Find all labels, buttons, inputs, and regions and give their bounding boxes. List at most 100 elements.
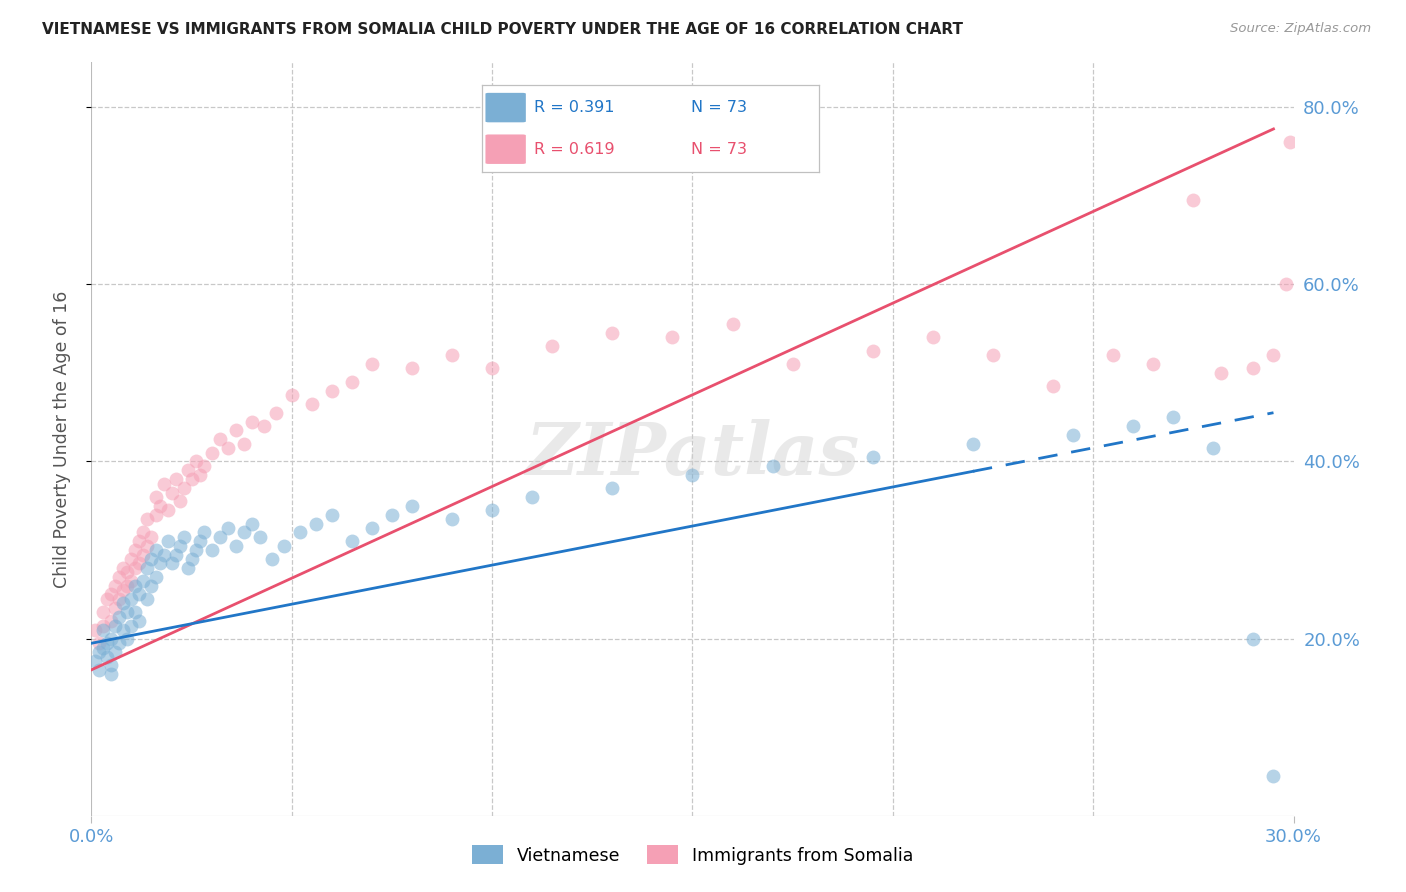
- Point: [249, 530, 271, 544]
- Point: [112, 561, 135, 575]
- Point: [721, 317, 744, 331]
- Point: [1122, 419, 1144, 434]
- Point: [201, 445, 224, 459]
- Point: [681, 467, 703, 482]
- Point: [321, 384, 343, 398]
- Point: [160, 557, 183, 571]
- Point: [188, 467, 211, 482]
- Point: [184, 454, 207, 468]
- Point: [208, 433, 231, 447]
- Point: [180, 552, 202, 566]
- Point: [1142, 357, 1164, 371]
- Point: [1263, 769, 1285, 783]
- Text: VIETNAMESE VS IMMIGRANTS FROM SOMALIA CHILD POVERTY UNDER THE AGE OF 16 CORRELAT: VIETNAMESE VS IMMIGRANTS FROM SOMALIA CH…: [42, 22, 963, 37]
- Point: [340, 375, 363, 389]
- Point: [401, 499, 423, 513]
- Point: [1182, 193, 1205, 207]
- Point: [232, 436, 254, 450]
- Point: [762, 458, 785, 473]
- Point: [225, 424, 247, 438]
- Point: [922, 330, 945, 344]
- Point: [169, 494, 191, 508]
- Point: [141, 530, 163, 544]
- Point: [96, 636, 118, 650]
- Point: [112, 596, 135, 610]
- Point: [136, 539, 159, 553]
- Point: [184, 543, 207, 558]
- Point: [128, 587, 150, 601]
- Point: [360, 357, 382, 371]
- Point: [128, 557, 150, 571]
- Point: [117, 632, 139, 646]
- Point: [401, 361, 423, 376]
- Point: [1274, 277, 1296, 292]
- Point: [522, 490, 544, 504]
- Point: [89, 645, 111, 659]
- Point: [1243, 632, 1265, 646]
- Point: [173, 530, 195, 544]
- Point: [281, 388, 304, 402]
- Point: [440, 348, 463, 362]
- Point: [112, 583, 135, 598]
- Point: [124, 543, 146, 558]
- Point: [152, 548, 174, 562]
- Point: [225, 539, 247, 553]
- Point: [1042, 379, 1064, 393]
- Point: [136, 591, 159, 606]
- Point: [136, 512, 159, 526]
- Point: [381, 508, 404, 522]
- Point: [253, 419, 276, 434]
- Point: [121, 591, 143, 606]
- Point: [240, 516, 263, 531]
- Point: [1278, 135, 1301, 149]
- Point: [169, 539, 191, 553]
- Point: [264, 406, 287, 420]
- Point: [104, 618, 127, 632]
- Point: [1062, 428, 1084, 442]
- Point: [188, 534, 211, 549]
- Point: [128, 534, 150, 549]
- Point: [981, 348, 1004, 362]
- Point: [193, 458, 215, 473]
- Point: [89, 636, 111, 650]
- Point: [93, 640, 115, 655]
- Point: [117, 579, 139, 593]
- Point: [84, 654, 107, 668]
- Point: [112, 623, 135, 637]
- Point: [440, 512, 463, 526]
- Point: [1211, 366, 1233, 380]
- Point: [108, 570, 131, 584]
- Point: [124, 561, 146, 575]
- Point: [481, 503, 503, 517]
- Point: [360, 521, 382, 535]
- Point: [176, 561, 198, 575]
- Point: [340, 534, 363, 549]
- Point: [288, 525, 311, 540]
- Point: [208, 530, 231, 544]
- Point: [180, 472, 202, 486]
- Point: [301, 397, 323, 411]
- Point: [305, 516, 328, 531]
- Point: [93, 623, 115, 637]
- Point: [160, 485, 183, 500]
- Point: [602, 326, 624, 340]
- Point: [100, 658, 122, 673]
- Point: [541, 339, 564, 353]
- Point: [96, 591, 118, 606]
- Point: [1102, 348, 1125, 362]
- Point: [124, 579, 146, 593]
- Point: [100, 667, 122, 681]
- Point: [176, 463, 198, 477]
- Point: [96, 649, 118, 664]
- Point: [193, 525, 215, 540]
- Point: [1243, 361, 1265, 376]
- Point: [145, 570, 167, 584]
- Point: [1163, 410, 1185, 425]
- Point: [121, 574, 143, 589]
- Point: [124, 605, 146, 619]
- Point: [260, 552, 283, 566]
- Point: [782, 357, 804, 371]
- Text: Source: ZipAtlas.com: Source: ZipAtlas.com: [1230, 22, 1371, 36]
- Point: [156, 503, 179, 517]
- Point: [132, 548, 155, 562]
